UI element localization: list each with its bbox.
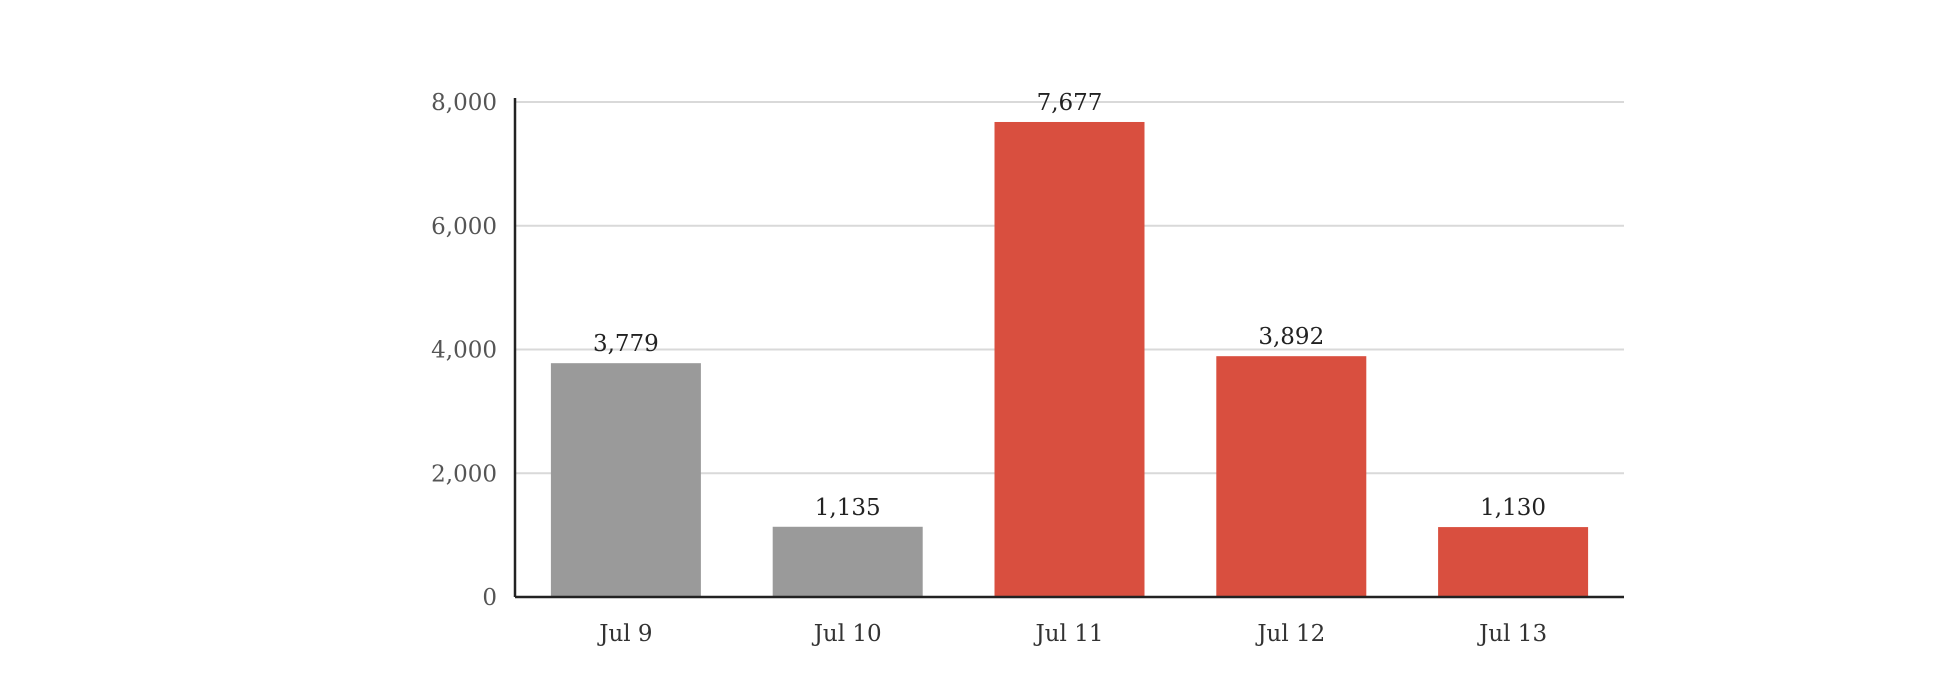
bars [550,121,1589,597]
y-axis-ticks: 0 2,000 4,000 6,000 8,000 [431,90,497,611]
y-tick-label: 6,000 [431,214,497,240]
x-tick-label: Jul 11 [1034,621,1104,647]
y-tick-label: 8,000 [431,90,497,116]
y-tick-label: 4,000 [431,338,497,364]
x-tick-label: Jul 12 [1255,621,1325,647]
bar-value-label: 7,677 [1037,90,1103,116]
y-tick-label: 0 [482,585,497,611]
bar [550,363,701,597]
bar [772,526,923,597]
x-tick-label: Jul 13 [1477,621,1547,647]
bar-value-label: 3,892 [1258,324,1324,350]
x-tick-label: Jul 10 [812,621,882,647]
y-tick-label: 2,000 [431,461,497,487]
bar [1216,356,1367,597]
bar-value-label: 1,135 [815,495,881,521]
bar-value-label: 1,130 [1480,495,1546,521]
bar-value-label: 3,779 [593,331,659,357]
bar [994,121,1145,597]
bar [1438,527,1589,597]
x-tick-label: Jul 9 [597,621,652,647]
data-labels: 3,779 1,135 7,677 3,892 1,130 [593,90,1546,521]
x-axis-ticks: Jul 9 Jul 10 Jul 11 Jul 12 Jul 13 [597,621,1547,647]
axes [513,98,1624,599]
